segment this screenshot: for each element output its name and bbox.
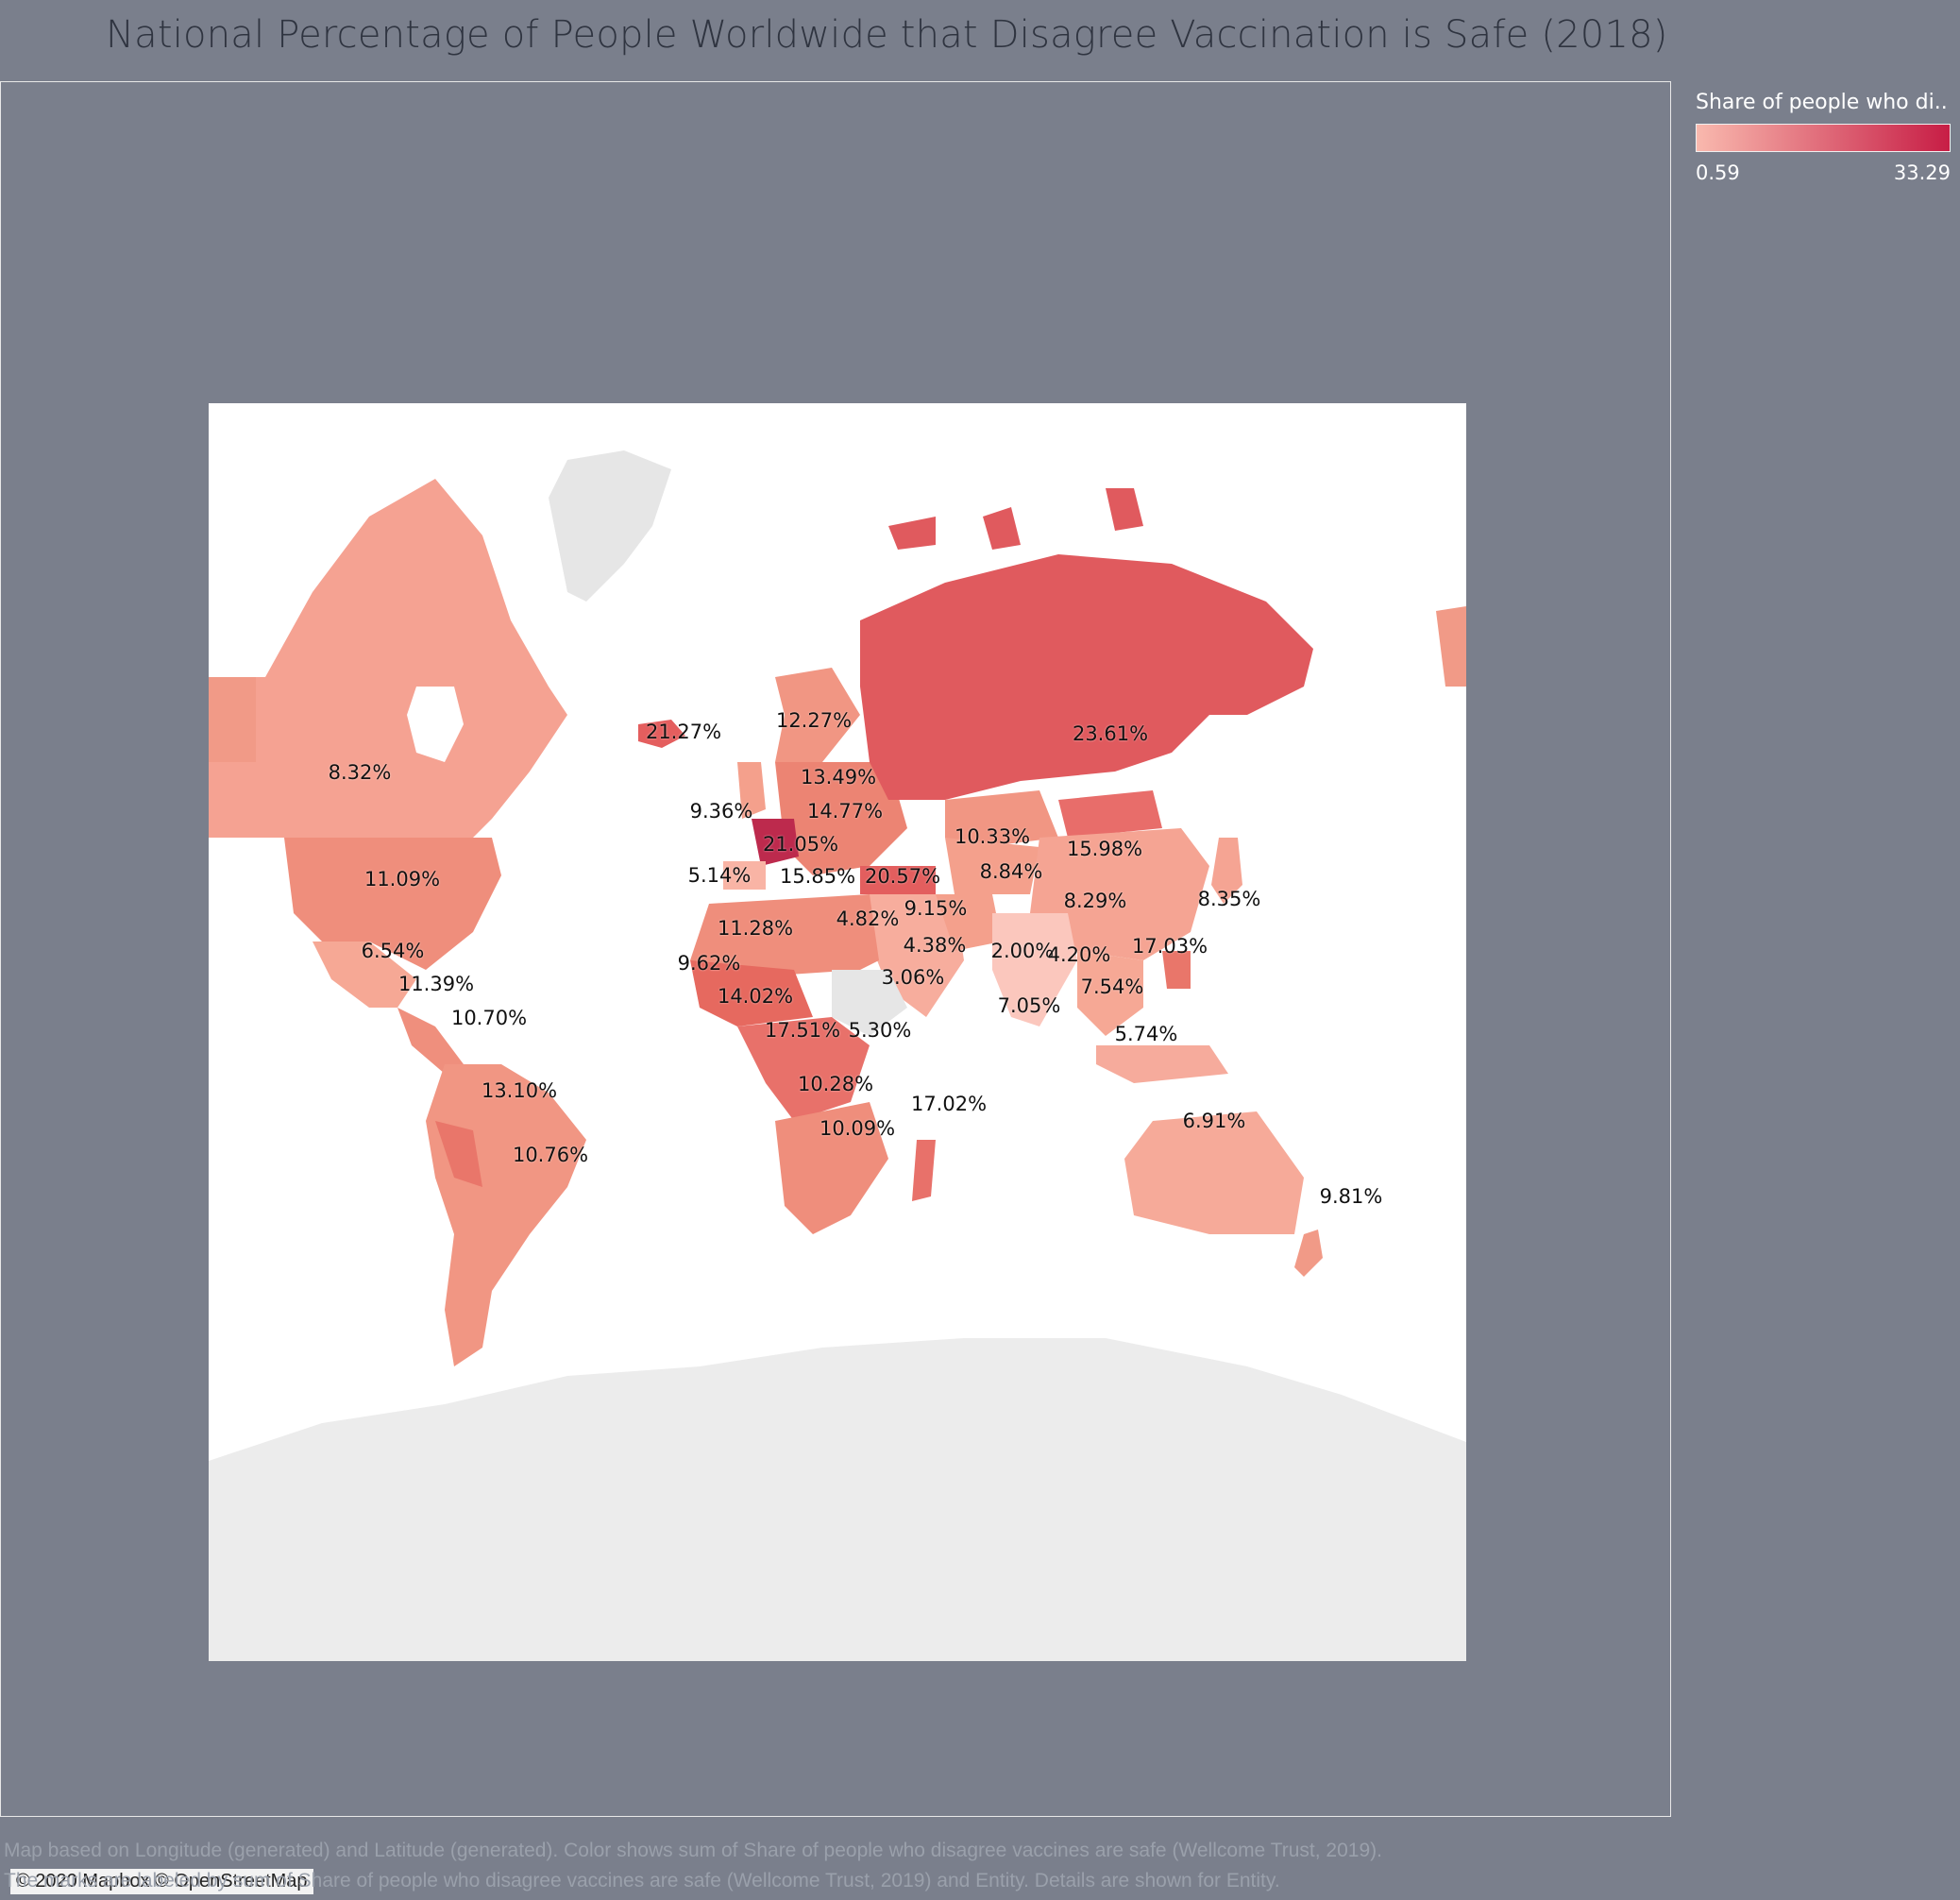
label-balkans: 15.85% [779, 865, 856, 888]
map-frame[interactable]: 8.32% 11.09% 6.54% 11.39% 10.70% 13.10% … [0, 81, 1671, 1894]
map-attribution[interactable]: © 2020 Mapbox © OpenStreetMap [10, 1869, 313, 1894]
uk-shape [737, 762, 766, 819]
label-nigeria: 14.02% [717, 985, 794, 1008]
indonesia-shape [1096, 1045, 1228, 1083]
usa-shape [284, 838, 501, 970]
france-shape [752, 819, 799, 866]
label-australia: 6.91% [1182, 1110, 1246, 1132]
caption-line-2: The marks are labeled by sum of Share of… [4, 1870, 1280, 1892]
caption-line-1: Map based on Longitude (generated) and L… [4, 1840, 1382, 1861]
europe-shape [775, 762, 907, 875]
hudson-bay-shape [407, 687, 464, 762]
label-uzbekistan: 8.84% [979, 860, 1043, 883]
label-new-zealand: 9.81% [1319, 1185, 1383, 1208]
label-russia: 23.61% [1072, 722, 1149, 745]
kazakhstan-shape [945, 790, 1058, 847]
canada-shape [209, 479, 567, 838]
scandinavia-shape [775, 668, 860, 762]
australia-shape [1124, 1111, 1304, 1234]
iceland-shape [638, 720, 685, 748]
label-mongolia: 15.98% [1066, 838, 1143, 860]
label-congo: 17.51% [764, 1019, 841, 1042]
legend-max: 33.29 [1893, 161, 1951, 184]
world-map[interactable]: 8.32% 11.09% 6.54% 11.39% 10.70% 13.10% … [209, 403, 1466, 1661]
central-asia-shape [945, 838, 1039, 894]
label-turkey: 20.57% [864, 865, 941, 888]
spain-shape [723, 861, 766, 890]
russia-shape [860, 554, 1313, 800]
chart-title: National Percentage of People Worldwide … [106, 13, 1668, 57]
africa-south-shape [775, 1102, 888, 1234]
map-shapes [209, 450, 1466, 1661]
label-bangladesh: 4.20% [1047, 943, 1111, 966]
map-caption: Map based on Longitude (generated) and L… [4, 1836, 1382, 1896]
philippines-shape [1162, 951, 1191, 989]
south-america-shape [426, 1064, 586, 1366]
mongolia-shape [1058, 790, 1162, 838]
color-legend: Share of people who di.. 0.59 33.29 [1696, 91, 1951, 184]
label-iceland: 21.27% [645, 721, 722, 743]
label-saudi: 4.38% [903, 934, 967, 957]
peru-shape [435, 1121, 482, 1187]
label-ethiopia: 3.06% [881, 966, 945, 989]
label-indonesia: 5.74% [1114, 1023, 1178, 1045]
label-uk: 9.36% [689, 800, 753, 823]
label-kazakhstan: 10.33% [954, 825, 1031, 848]
mexico-shape [313, 942, 416, 1008]
label-mexico: 6.54% [361, 940, 425, 962]
india-shape [992, 913, 1077, 1026]
turkey-shape [860, 866, 936, 894]
label-japan: 8.35% [1197, 888, 1261, 910]
label-usa: 11.09% [363, 868, 441, 891]
africa-horn-no-data [832, 970, 907, 1036]
label-argentina: 10.76% [512, 1144, 589, 1166]
label-madagascar: 17.02% [910, 1093, 988, 1115]
new-zealand-shape [1294, 1230, 1323, 1277]
africa-central-shape [737, 1017, 870, 1121]
china-shape [1030, 828, 1209, 960]
legend-min: 0.59 [1696, 161, 1740, 184]
russia-arctic-islands [888, 488, 1143, 550]
label-philippines: 17.03% [1131, 935, 1208, 958]
legend-gradient-bar [1696, 124, 1951, 152]
label-baltics: 13.49% [800, 766, 877, 789]
label-india-north: 2.00% [990, 940, 1055, 962]
iran-shape [936, 894, 1002, 951]
africa-north-shape [690, 894, 879, 979]
africa-west-shape [690, 960, 813, 1026]
label-france: 21.05% [762, 833, 839, 856]
label-spain: 5.14% [687, 864, 752, 887]
label-iran: 9.15% [904, 897, 968, 920]
central-america-shape [397, 1008, 464, 1074]
label-thailand: 7.54% [1080, 975, 1144, 998]
label-sweden: 12.27% [775, 709, 853, 732]
label-china: 8.29% [1063, 890, 1127, 912]
label-colombia: 10.70% [450, 1007, 528, 1029]
japan-shape [1211, 838, 1242, 904]
label-poland: 14.77% [806, 800, 884, 823]
label-canada: 8.32% [328, 761, 392, 784]
label-algeria: 11.28% [717, 917, 794, 940]
label-zambia: 10.28% [797, 1073, 874, 1095]
label-kenya: 5.30% [848, 1019, 912, 1042]
legend-title: Share of people who di.. [1696, 91, 1948, 114]
southeast-asia-shape [1077, 951, 1143, 1036]
alaska-right-shape [1436, 606, 1466, 687]
label-egypt: 4.82% [836, 908, 900, 930]
label-peru-brazil: 13.10% [481, 1079, 558, 1102]
label-central-america: 11.39% [397, 973, 475, 995]
antarctica-shape [209, 1338, 1466, 1661]
label-south-africa: 10.09% [819, 1117, 896, 1140]
madagascar-shape [912, 1140, 936, 1201]
label-mali: 9.62% [677, 952, 741, 975]
label-india-south: 7.05% [997, 994, 1061, 1017]
greenland-shape [549, 450, 671, 602]
alaska-left-shape [209, 677, 256, 762]
